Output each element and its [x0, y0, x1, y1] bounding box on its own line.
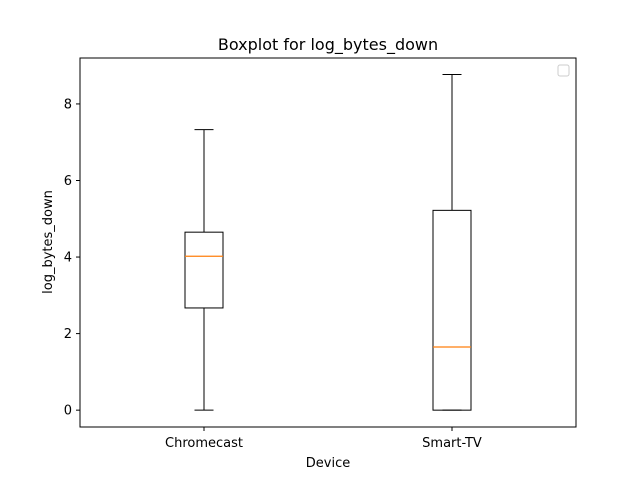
- y-axis: 0 2 4 6 8: [64, 97, 80, 419]
- chart-title: Boxplot for log_bytes_down: [218, 35, 438, 55]
- iqr-box: [432, 209, 472, 411]
- y-tick-label: 6: [64, 174, 72, 189]
- x-axis-label: Device: [306, 456, 350, 471]
- legend-box: [557, 64, 570, 77]
- iqr-box: [184, 231, 224, 309]
- box-chromecast: [184, 129, 224, 411]
- box-smart-tv: [432, 73, 472, 411]
- y-tick-label: 8: [64, 97, 72, 112]
- y-tick-label: 0: [64, 404, 72, 419]
- y-axis-label: log_bytes_down: [41, 190, 56, 294]
- plot-area: [79, 57, 577, 428]
- y-tick-label: 2: [64, 327, 72, 342]
- x-axis: Chromecast Smart-TV: [165, 427, 482, 451]
- x-tick-label: Smart-TV: [422, 436, 482, 451]
- x-tick-label: Chromecast: [165, 436, 243, 451]
- box-series: [184, 73, 472, 411]
- y-tick-label: 4: [64, 251, 72, 266]
